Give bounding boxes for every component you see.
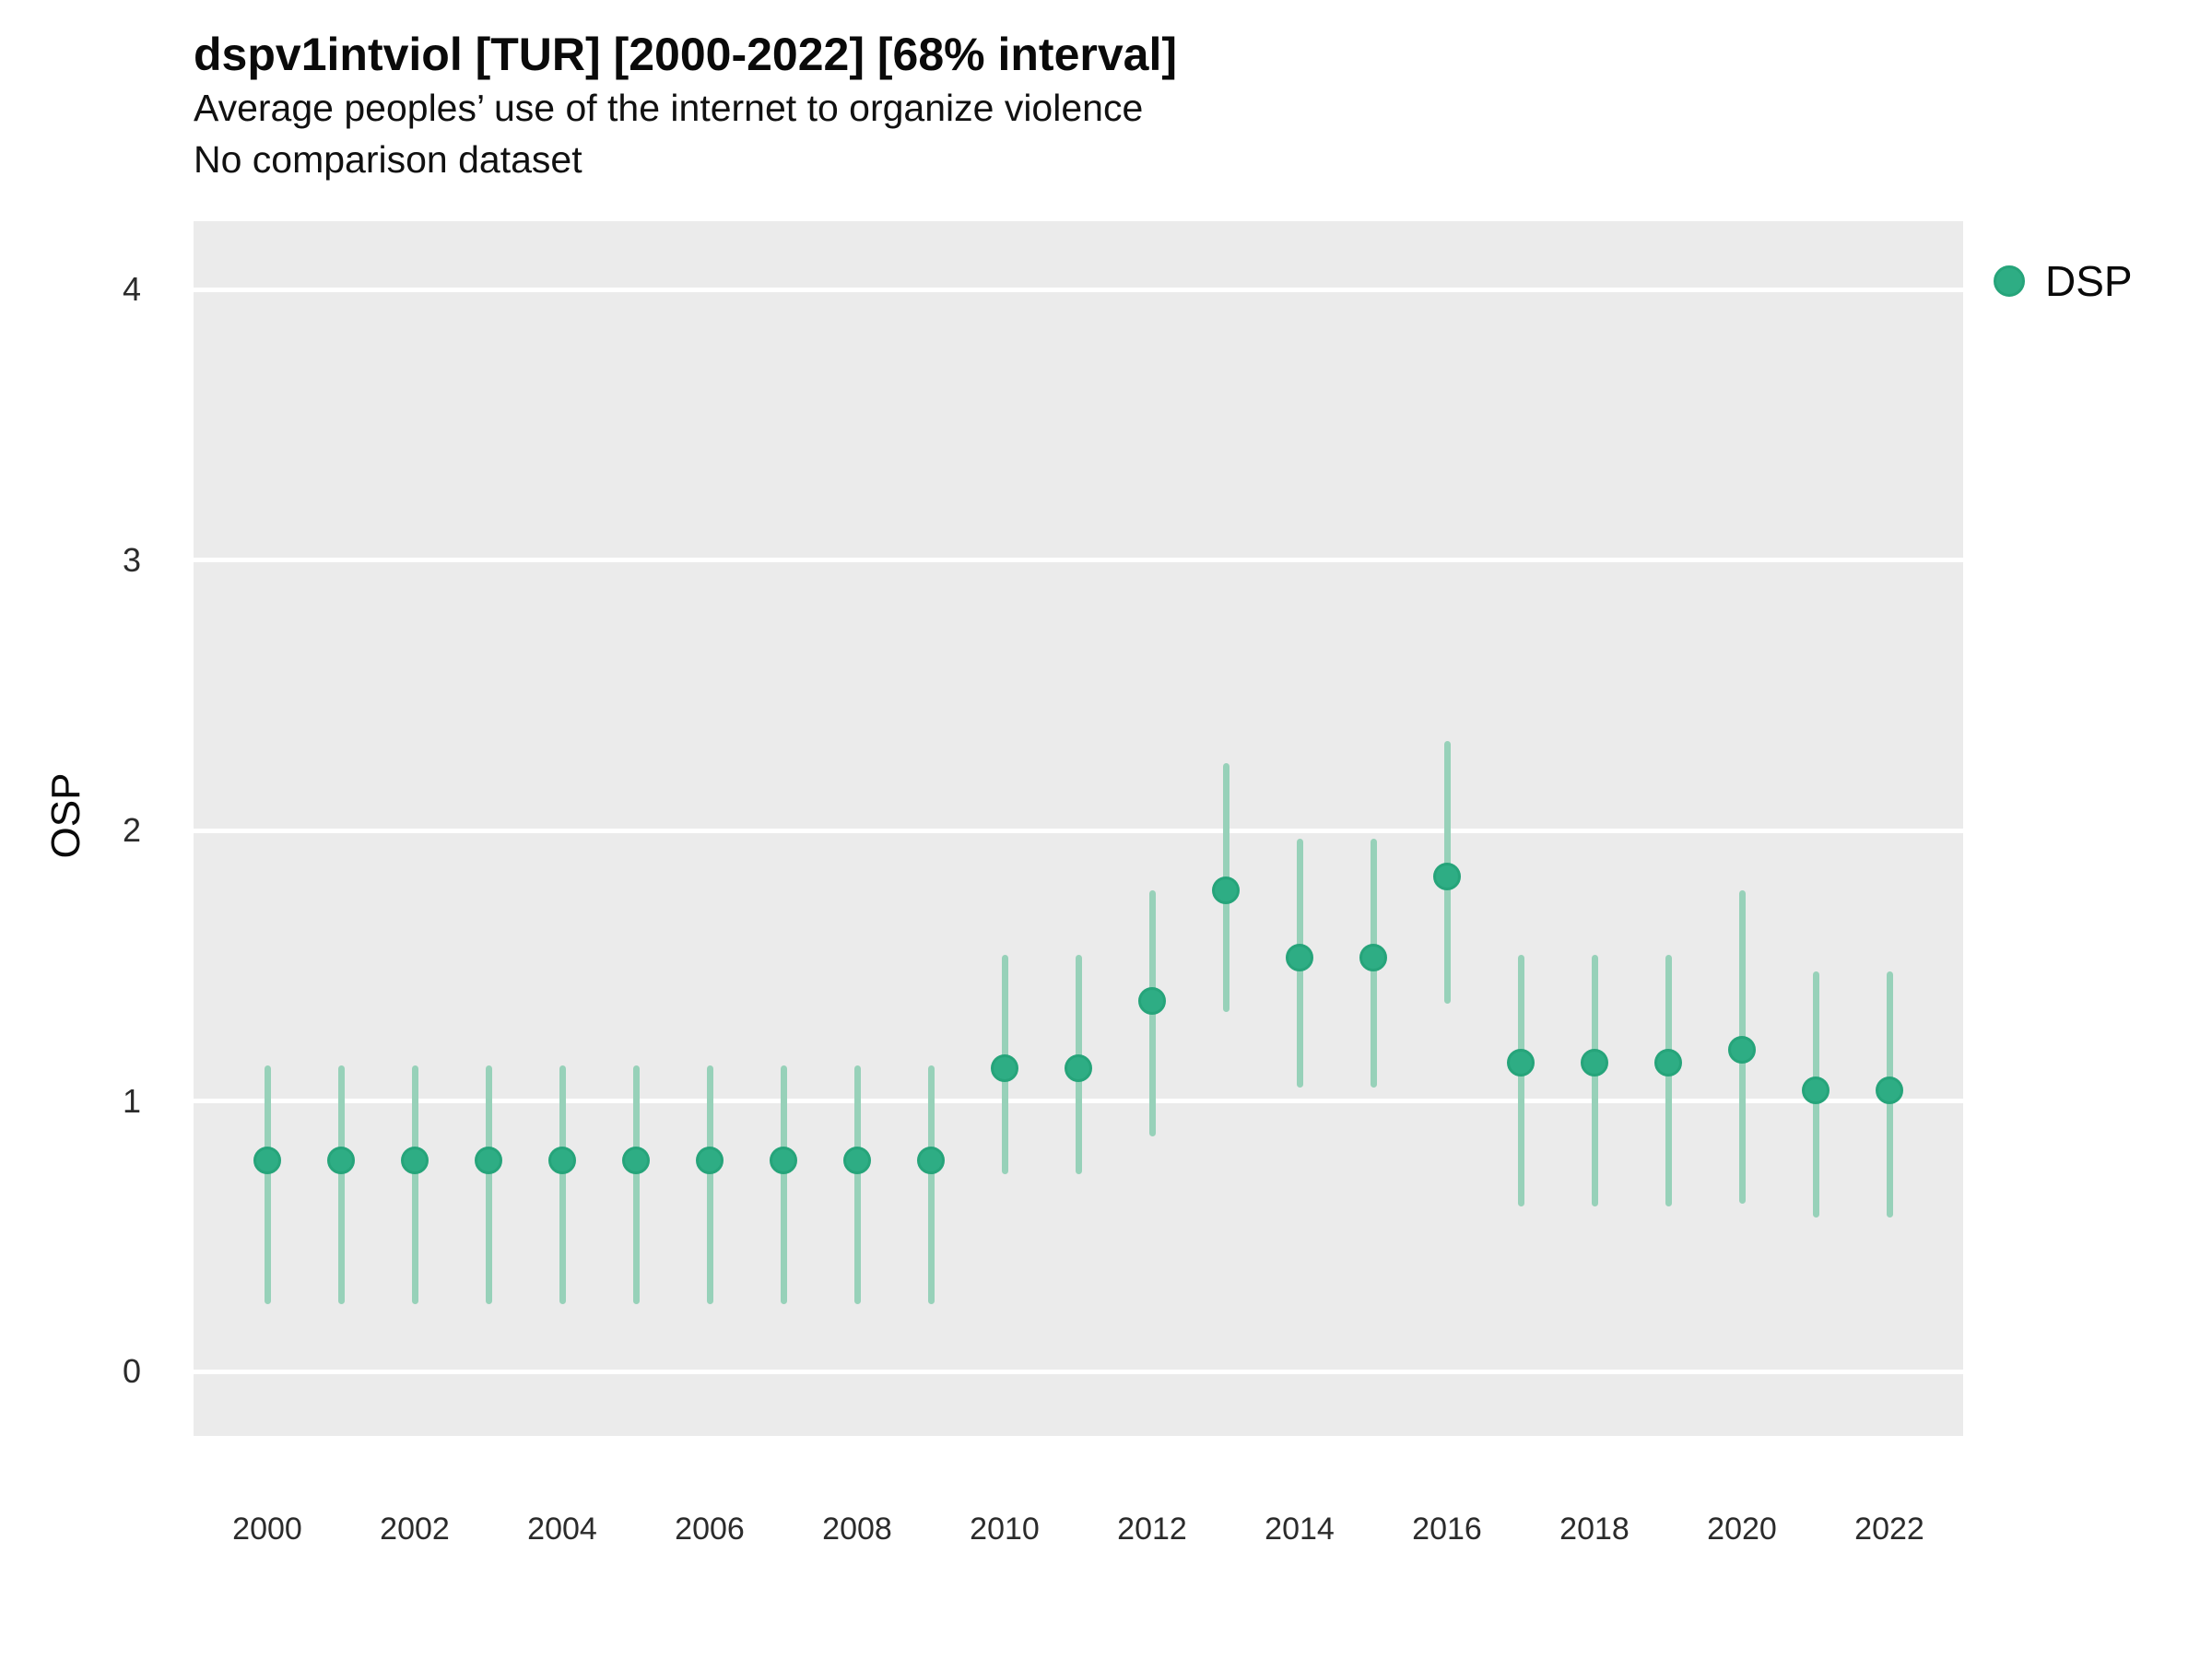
data-point-2014	[1286, 943, 1313, 971]
interval-bar-2000	[264, 1065, 271, 1304]
data-point-2010	[991, 1054, 1018, 1083]
data-point-2019	[1654, 1049, 1682, 1077]
x-tick-label-2000: 2000	[232, 1512, 302, 1547]
x-tick-label-2010: 2010	[970, 1512, 1040, 1547]
legend-circle-icon	[1994, 265, 2025, 297]
data-point-2018	[1581, 1049, 1608, 1077]
interval-bar-2005	[632, 1065, 640, 1304]
data-point-2021	[1802, 1076, 1830, 1104]
x-tick-label-2020: 2020	[1707, 1512, 1777, 1547]
data-point-2017	[1507, 1049, 1535, 1077]
x-tick-label-2004: 2004	[527, 1512, 597, 1547]
data-point-2009	[917, 1147, 945, 1175]
data-point-2001	[327, 1147, 355, 1175]
plot-panel	[194, 221, 1963, 1436]
data-point-2013	[1212, 876, 1240, 904]
x-tick-label-2018: 2018	[1559, 1512, 1630, 1547]
x-tick-label-2014: 2014	[1265, 1512, 1335, 1547]
data-point-2008	[843, 1147, 871, 1175]
y-tick-label-0: 0	[122, 1352, 141, 1390]
data-point-2005	[622, 1147, 650, 1175]
interval-bar-2019	[1665, 955, 1672, 1206]
interval-bar-2018	[1591, 955, 1598, 1206]
data-point-2003	[475, 1147, 502, 1175]
x-tick-label-2012: 2012	[1117, 1512, 1187, 1547]
x-tick-label-2006: 2006	[675, 1512, 745, 1547]
data-point-2015	[1359, 943, 1387, 971]
data-point-2002	[401, 1147, 429, 1175]
legend: DSP	[1994, 256, 2133, 306]
x-tick-label-2002: 2002	[380, 1512, 450, 1547]
interval-bar-2001	[337, 1065, 345, 1304]
interval-bar-2002	[411, 1065, 418, 1304]
x-tick-label-2016: 2016	[1412, 1512, 1482, 1547]
data-point-2022	[1876, 1076, 1903, 1104]
gridline-y-3	[194, 558, 1963, 562]
x-tick-label-2022: 2022	[1854, 1512, 1924, 1547]
interval-bar-2017	[1517, 955, 1524, 1206]
interval-bar-2004	[559, 1065, 566, 1304]
interval-bar-2006	[706, 1065, 713, 1304]
page-title: dspv1intviol [TUR] [2000-2022] [68% inte…	[194, 29, 1177, 80]
y-tick-label-4: 4	[122, 270, 141, 308]
data-point-2016	[1433, 862, 1461, 890]
interval-bar-2003	[485, 1065, 492, 1304]
legend-label: DSP	[2045, 257, 2133, 305]
data-point-2004	[548, 1147, 576, 1175]
data-point-2012	[1138, 986, 1166, 1015]
y-tick-label-2: 2	[122, 811, 141, 849]
interval-bar-2009	[927, 1065, 935, 1304]
data-point-2007	[770, 1147, 797, 1175]
gridline-y-0	[194, 1369, 1963, 1374]
data-point-2000	[253, 1147, 281, 1175]
data-point-2006	[696, 1147, 724, 1175]
gridline-y-4	[194, 287, 1963, 292]
gridline-y-2	[194, 828, 1963, 833]
y-tick-label-3: 3	[122, 540, 141, 579]
chart-subtitle: Average peoples’ use of the internet to …	[194, 87, 1144, 129]
data-point-2020	[1728, 1035, 1756, 1064]
data-point-2011	[1065, 1054, 1092, 1083]
interval-bar-2007	[780, 1065, 787, 1304]
interval-bar-2008	[853, 1065, 861, 1304]
x-tick-label-2008: 2008	[822, 1512, 892, 1547]
y-tick-label-1: 1	[122, 1081, 141, 1120]
chart-note: No comparison dataset	[194, 138, 582, 181]
